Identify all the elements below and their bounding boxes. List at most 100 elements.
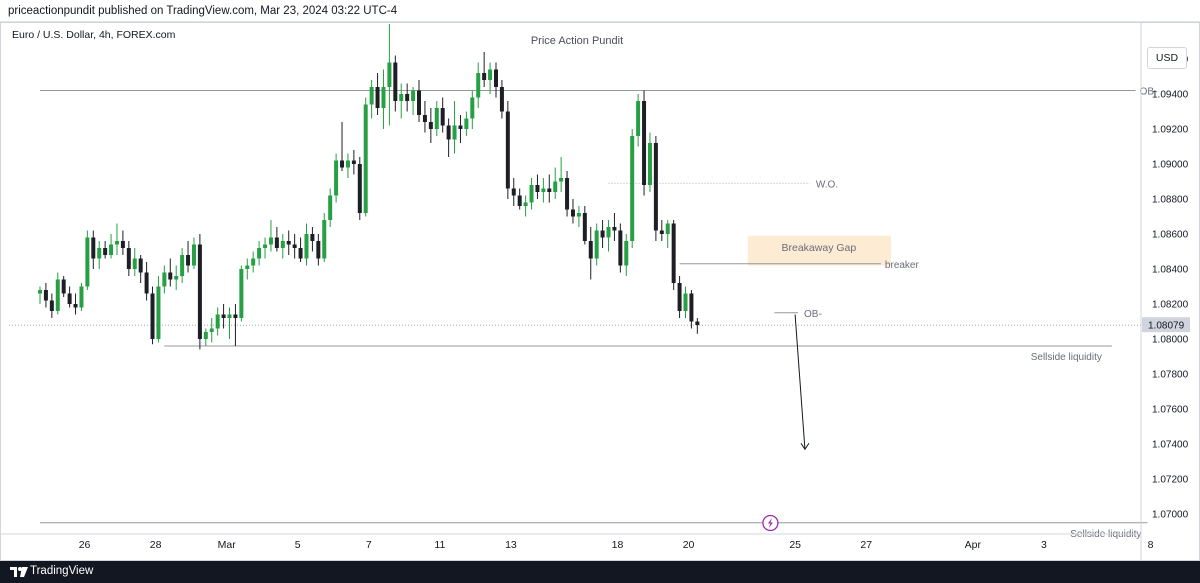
- candle-body: [292, 244, 297, 248]
- candle-body: [458, 125, 463, 129]
- candle: [458, 115, 463, 143]
- candle: [180, 248, 185, 283]
- candle: [203, 328, 208, 346]
- candle: [671, 220, 676, 290]
- candle-body: [162, 272, 167, 287]
- candle-body: [665, 223, 670, 234]
- candle-body: [559, 178, 564, 182]
- candle-body: [381, 87, 386, 108]
- candle: [535, 174, 540, 199]
- candle: [529, 178, 534, 210]
- candle-body: [541, 188, 546, 192]
- candle: [588, 227, 593, 280]
- currency-button[interactable]: USD: [1147, 47, 1187, 69]
- candle-body: [375, 87, 380, 108]
- candle: [434, 101, 439, 136]
- y-tick-label: 1.07800: [1152, 370, 1189, 381]
- candle-body: [85, 237, 90, 287]
- candle-body: [642, 101, 647, 185]
- candle: [109, 234, 114, 259]
- candle-body: [73, 304, 78, 308]
- chart-frame[interactable]: Breakaway Gap OB- W.O. breaker OB- Sellside l…: [0, 22, 1200, 561]
- brand-text[interactable]: TradingView: [30, 565, 94, 577]
- tradingview-logo-icon[interactable]: [9, 566, 29, 578]
- candle: [612, 213, 617, 241]
- candle-body: [144, 272, 149, 294]
- candle-body: [298, 248, 303, 259]
- candle-body: [91, 237, 96, 259]
- candle: [559, 157, 564, 192]
- candle-body: [357, 164, 362, 213]
- candle-body: [103, 248, 108, 255]
- level-label-sellside-upper: Sellside liquidity: [1031, 352, 1102, 363]
- level-label-ob-lower: OB-: [804, 309, 822, 320]
- candle-body: [274, 237, 279, 248]
- candle: [446, 118, 451, 157]
- y-tick-label: 1.08800: [1152, 195, 1189, 206]
- candle: [345, 153, 350, 178]
- candle-body: [227, 314, 232, 318]
- candle-body: [67, 293, 72, 304]
- level-label-breaker: breaker: [885, 260, 920, 271]
- candle: [547, 174, 552, 203]
- candle-body: [310, 234, 315, 241]
- flash-icon[interactable]: [762, 514, 779, 532]
- candle: [251, 251, 256, 273]
- candle-body: [114, 241, 119, 245]
- candle: [357, 157, 362, 220]
- y-tick-label: 1.07200: [1152, 475, 1189, 486]
- candle: [411, 87, 416, 115]
- candle-body: [671, 223, 676, 283]
- y-tick-label: 1.08200: [1152, 300, 1189, 311]
- candle-body: [428, 122, 433, 129]
- candle: [120, 230, 125, 255]
- candle: [642, 90, 647, 196]
- candle: [665, 220, 670, 248]
- candle-body: [417, 90, 422, 115]
- candle-body: [203, 332, 208, 339]
- candle-body: [168, 272, 173, 280]
- candle: [582, 206, 587, 245]
- candle-body: [422, 115, 427, 122]
- candle: [162, 265, 167, 294]
- candle-body: [263, 244, 268, 248]
- symbol-label[interactable]: Euro / U.S. Dollar, 4h, FOREX.com: [12, 29, 176, 41]
- annotations-layer: Breakaway Gap OB- W.O. breaker OB- Sellside l…: [782, 87, 1158, 540]
- level-label-wo: W.O.: [816, 179, 838, 190]
- candle-body: [43, 290, 48, 301]
- candle-body: [582, 213, 587, 241]
- candle: [417, 80, 422, 122]
- candle: [55, 272, 60, 315]
- candle: [334, 153, 339, 203]
- candle-body: [529, 185, 534, 203]
- candle: [452, 101, 457, 154]
- candle: [91, 230, 96, 269]
- candle: [61, 276, 66, 297]
- candle-body: [156, 286, 161, 339]
- breakaway-gap-label: Breakaway Gap: [782, 242, 857, 254]
- x-tick-label: 27: [860, 539, 872, 551]
- chart-title: Price Action Pundit: [531, 35, 623, 47]
- candle: [517, 188, 522, 210]
- candle: [488, 62, 493, 94]
- y-tick-label: 1.07600: [1152, 405, 1189, 416]
- candle-body: [677, 283, 682, 311]
- current-price-tag: [1142, 317, 1190, 333]
- candle-body: [97, 248, 102, 259]
- candle-body: [683, 293, 688, 311]
- candle: [363, 97, 368, 217]
- candle-body: [363, 104, 368, 213]
- levels-layer: [9, 90, 1148, 524]
- candle: [328, 188, 333, 227]
- candle-body: [434, 108, 439, 129]
- candle-body: [405, 94, 410, 101]
- chart-canvas[interactable]: Breakaway Gap OB- W.O. breaker OB- Sellside l…: [1, 23, 1199, 560]
- candle: [422, 101, 427, 133]
- candle: [618, 223, 623, 273]
- candle: [191, 237, 196, 269]
- candle-body: [132, 258, 137, 269]
- candle: [73, 293, 78, 315]
- candle-body: [393, 62, 398, 101]
- projection-arrow-line: [794, 314, 806, 450]
- flash-icon-bolt: [767, 518, 773, 528]
